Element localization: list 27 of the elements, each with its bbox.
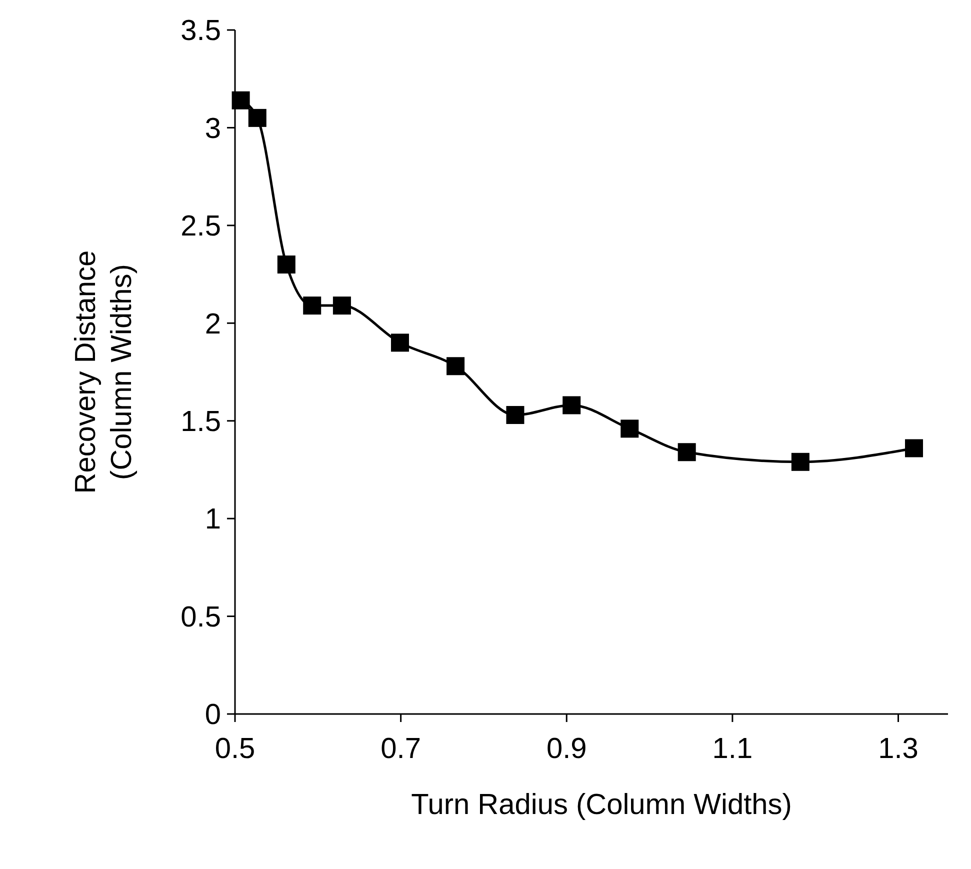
y-tick-label: 3.5	[180, 15, 221, 48]
y-tick-label: 1.5	[180, 406, 221, 438]
point	[620, 420, 639, 438]
point	[791, 452, 810, 471]
point	[390, 334, 409, 352]
point	[248, 108, 266, 127]
point	[678, 443, 696, 462]
y-tick-label: 2.5	[180, 210, 221, 243]
point	[446, 357, 465, 376]
x-tick-label: 0.7	[380, 733, 421, 765]
x-tick-label: 1.3	[878, 733, 918, 765]
point	[562, 396, 581, 414]
x-tick-label: 1.1	[712, 733, 753, 765]
x-axis-title: Turn Radius (Column Widths)	[411, 789, 792, 821]
point	[506, 406, 524, 424]
point	[277, 256, 296, 274]
y-tick-label: 0	[204, 699, 221, 732]
y-tick-label: 1	[204, 504, 221, 536]
y-tick-label: 3	[204, 112, 221, 145]
point	[905, 439, 924, 458]
y-axis-title: Recovery Distance (Column Widths)	[70, 250, 138, 494]
point	[303, 296, 322, 315]
point	[332, 296, 351, 315]
y-tick-label: 0.5	[180, 601, 221, 634]
point	[232, 91, 250, 110]
x-tick-label: 0.9	[546, 733, 587, 765]
y-tick-label: 2	[204, 308, 221, 340]
